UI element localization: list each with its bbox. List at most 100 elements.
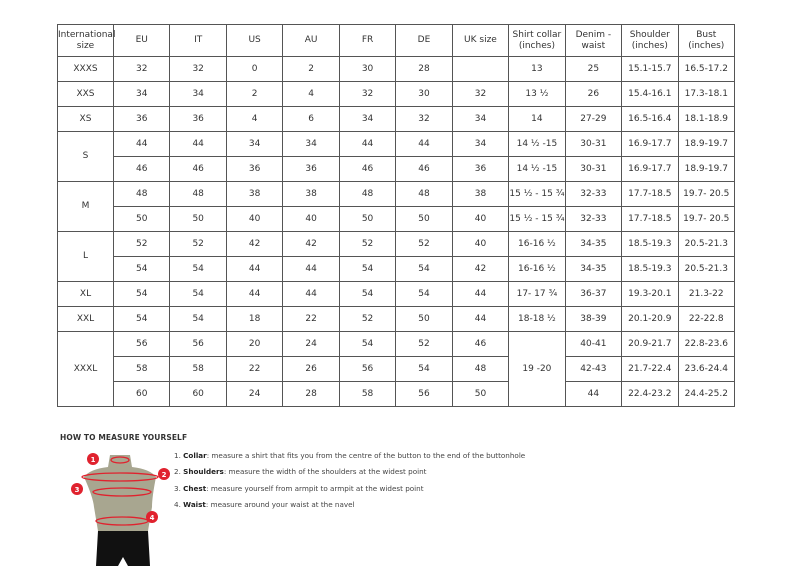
table-cell: 44 [395,131,453,157]
table-cell: 58 [112,356,171,382]
table-cell: 46 [112,156,171,182]
table-cell: 22.8-23.6 [677,331,736,357]
table-cell: 38 [282,181,340,207]
table-cell: 20.9-21.7 [621,331,679,357]
how-to-measure-title: HOW TO MEASURE YOURSELF [60,433,188,442]
table-cell: 34 [451,131,510,157]
table-cell: 54 [169,256,227,282]
table-cell: 17.7-18.5 [621,181,679,207]
table-row: S 44 44 34 34 44 44 34 14 ½ -15 30-31 16.9-17.7 18.… [57,131,736,182]
table-cell: 34 [338,106,397,132]
table-row: XXL 54 54 18 22 52 50 44 18-18 ½ 38-39 20.1-20.9 22… [57,306,736,332]
table-cell: 46 [338,156,397,182]
table-cell: 34 [451,106,510,132]
table-cell: 16-16 ½ [508,231,566,257]
table-cell: 28 [282,381,340,407]
table-cell: 54 [112,306,171,332]
table-cell: 32-33 [564,181,623,207]
table-row: XXXS 32 32 0 2 30 28 13 25 15.1-15.7 16.5-17.2 [57,56,736,82]
table-cell: 44 [564,381,623,407]
table-cell: 54 [395,256,453,282]
table-cell: 52 [338,306,397,332]
pants-shape [96,531,150,566]
table-cell: 54 [112,256,171,282]
table-cell: 44 [225,281,284,307]
marker-icons: 1 2 3 4 [71,453,170,523]
table-cell: 30 [395,81,453,107]
table-cell: 34-35 [564,256,623,282]
table-cell: 16.9-17.7 [621,131,679,157]
table-cell: 17- 17 ¾ [508,281,566,307]
table-cell: 44 [169,131,227,157]
table-cell: 54 [338,281,397,307]
table-cell: 32-33 [564,206,623,232]
table-cell: 40 [225,206,284,232]
table-row: 58 58 22 26 56 54 48 42-43 21.7-22.4 23.6-24.4 [58,356,736,382]
table-cell: 48 [169,181,227,207]
table-cell: 34 [169,81,227,107]
table-cell: 26 [282,356,340,382]
table-cell: 40 [451,206,510,232]
table-cell: 32 [395,106,453,132]
table-row: XXXL 56 56 20 24 54 52 46 19 -20 40-41 20.9-21.7 22… [57,331,736,407]
column-header: Denim - waist [564,24,623,57]
table-row: XXS 34 34 2 4 32 30 32 13 ½ 26 15.4-16.1 17.3-18.1 [57,81,736,107]
table-cell: 42 [282,231,340,257]
table-cell: 13 [508,56,566,82]
table-cell: 34 [112,81,171,107]
table-cell: 22 [282,306,340,332]
size-cell: XL [57,281,114,307]
table-cell: 15.1-15.7 [621,56,679,82]
table-cell: 32 [451,81,510,107]
table-cell: 34 [282,131,340,157]
table-cell: 36 [112,106,171,132]
table-cell: 13 ½ [508,81,566,107]
table-cell: 17.3-18.1 [677,81,736,107]
table-row: 46 46 36 36 46 46 36 14 ½ -15 30-31 16.9-17.7 18.9… [58,156,736,182]
table-cell: 32 [169,56,227,82]
table-cell: 50 [338,206,397,232]
table-cell: 38 [225,181,284,207]
column-header: DE [395,24,453,57]
table-cell: 24.4-25.2 [677,381,736,407]
table-cell: 22.4-23.2 [621,381,679,407]
table-cell: 50 [169,206,227,232]
table-cell: 18 [225,306,284,332]
table-cell: 50 [395,306,453,332]
table-cell: 21.3-22 [677,281,736,307]
table-cell: 36-37 [564,281,623,307]
table-cell: 16-16 ½ [508,256,566,282]
table-cell: 54 [338,331,397,357]
column-header: UK size [451,24,510,57]
table-cell: 26 [564,81,623,107]
size-cell: S [57,131,114,182]
table-cell: 48 [338,181,397,207]
table-cell: 19.3-20.1 [621,281,679,307]
table-cell: 58 [338,381,397,407]
column-header: US [225,24,284,57]
table-cell: 48 [395,181,453,207]
table-cell: 6 [282,106,340,132]
svg-text:3: 3 [75,486,80,494]
table-cell: 0 [225,56,284,82]
size-cell: XXL [57,306,114,332]
table-cell: 18.9-19.7 [677,131,736,157]
table-cell: 58 [169,356,227,382]
table-row: 50 50 40 40 50 50 40 15 ½ - 15 ¾ 32-33 17.7-18.5 1… [58,206,736,232]
step-waist: 4. Waist: measure around your waist at t… [174,499,355,509]
table-cell: 54 [395,356,453,382]
table-cell: 2 [282,56,340,82]
table-cell: 32 [112,56,171,82]
table-cell: 21.7-22.4 [621,356,679,382]
table-cell: 54 [169,306,227,332]
column-header: FR [338,24,397,57]
table-cell: 36 [282,156,340,182]
table-cell: 4 [225,106,284,132]
table-cell: 44 [338,131,397,157]
column-header: Shoulder (inches) [621,24,679,57]
table-cell: 44 [225,256,284,282]
table-cell: 15.4-16.1 [621,81,679,107]
column-header: AU [282,24,340,57]
table-cell: 16.5-16.4 [621,106,679,132]
table-row: 60 60 24 28 58 56 50 44 22.4-23.2 24.4-25.2 [58,381,736,407]
